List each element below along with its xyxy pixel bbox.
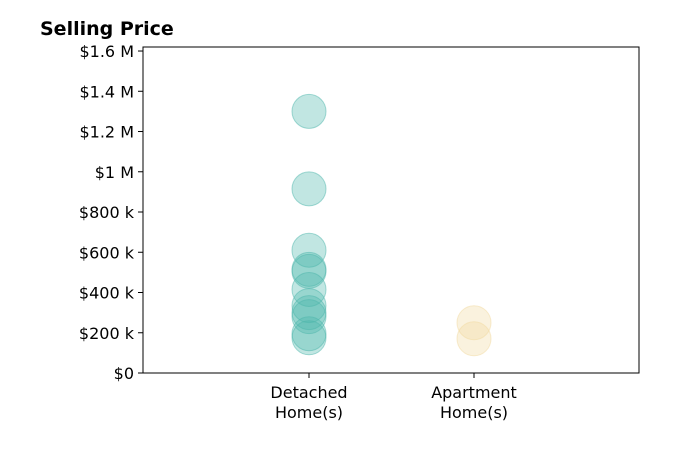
y-tick-label: $1 M [95, 163, 134, 182]
y-axis: $0 $200 k $400 k $600 k $800 k $1 M $1.2 M $1.4… [79, 42, 143, 383]
y-tick-label: $1.2 M [79, 123, 134, 142]
chart-title: Selling Price [40, 18, 174, 40]
data-point [291, 288, 327, 324]
data-point [456, 321, 492, 357]
data-point [291, 320, 327, 356]
data-point [291, 93, 327, 129]
y-tick-label: $0 [114, 364, 134, 383]
data-point [291, 171, 327, 207]
y-tick-label: $1.4 M [79, 82, 134, 101]
data-point [291, 232, 327, 268]
y-tick-label: $800 k [79, 203, 135, 222]
y-tick-label: $400 k [79, 284, 135, 303]
data-points [291, 93, 492, 357]
plot-area [142, 46, 640, 374]
y-tick-label: $600 k [79, 243, 135, 262]
data-point [456, 305, 492, 341]
x-axis: Detached Home(s) Apartment Home(s) [270, 373, 517, 422]
y-tick-label: $200 k [79, 324, 135, 343]
y-tick-label: $1.6 M [79, 42, 134, 61]
x-tick-label: Apartment Home(s) [431, 383, 517, 422]
x-tick-label: Detached Home(s) [270, 383, 347, 422]
